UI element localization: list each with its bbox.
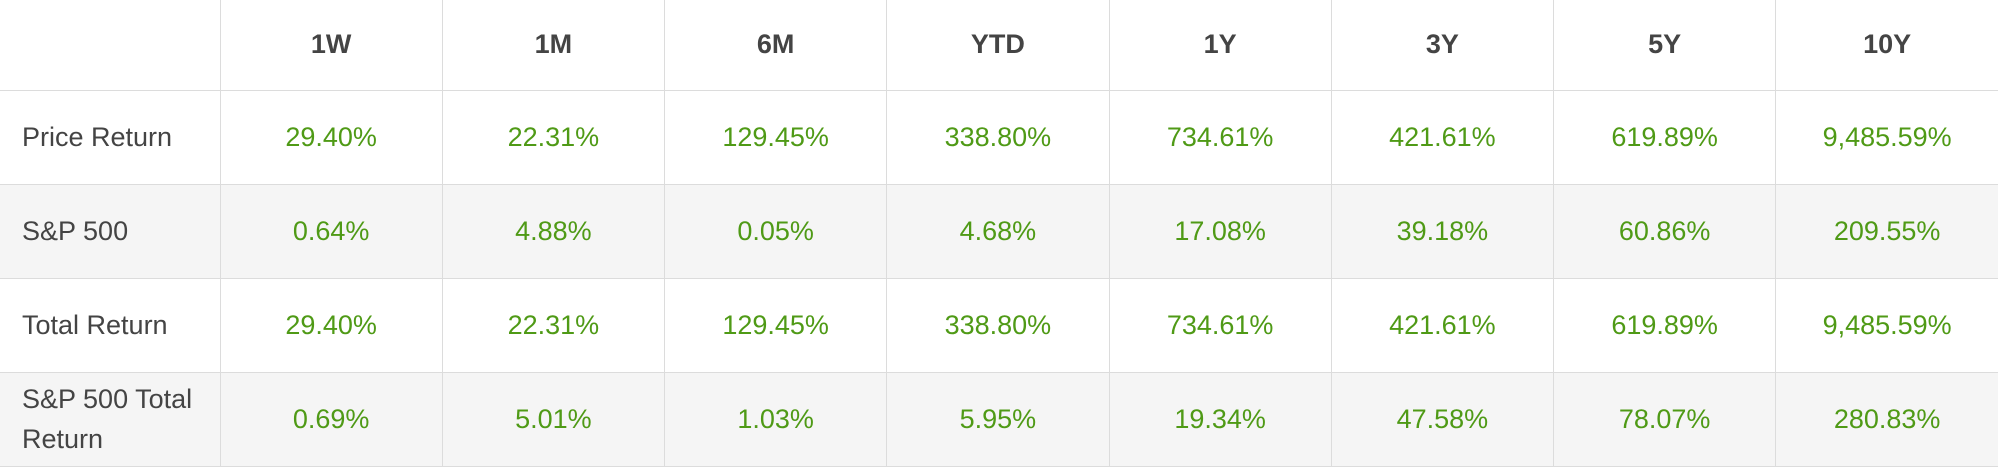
row-label: Total Return: [0, 277, 221, 373]
return-value: 209.55%: [1775, 183, 1998, 279]
return-value: 129.45%: [663, 277, 888, 373]
return-value: 734.61%: [1108, 89, 1332, 185]
return-value: 338.80%: [886, 89, 1110, 185]
return-value: 5.95%: [886, 371, 1110, 467]
return-value: 421.61%: [1330, 277, 1555, 373]
return-value: 17.08%: [1108, 183, 1332, 279]
column-header: 6M: [663, 0, 888, 91]
return-value: 734.61%: [1108, 277, 1332, 373]
column-header: 1Y: [1108, 0, 1332, 91]
return-value: 78.07%: [1552, 371, 1777, 467]
table-row: S&P 500 0.64% 4.88% 0.05% 4.68% 17.08% 39.18% 6…: [0, 183, 1998, 279]
return-value: 280.83%: [1775, 371, 1998, 467]
table-row: Price Return 29.40% 22.31% 129.45% 338.80% 73…: [0, 89, 1998, 185]
corner-cell: [0, 0, 221, 91]
return-value: 0.64%: [219, 183, 443, 279]
return-value: 1.03%: [663, 371, 888, 467]
return-value: 19.34%: [1108, 371, 1332, 467]
return-value: 29.40%: [219, 277, 443, 373]
column-header: 1W: [219, 0, 443, 91]
table-row: Total Return 29.40% 22.31% 129.45% 338.80% 73…: [0, 277, 1998, 373]
header-row: 1W 1M 6M YTD 1Y 3Y 5Y 10Y: [0, 0, 1998, 91]
return-value: 29.40%: [219, 89, 443, 185]
column-header: YTD: [886, 0, 1110, 91]
return-value: 4.88%: [441, 183, 666, 279]
return-value: 9,485.59%: [1775, 89, 1998, 185]
return-value: 421.61%: [1330, 89, 1555, 185]
return-value: 22.31%: [441, 277, 666, 373]
return-value: 47.58%: [1330, 371, 1555, 467]
return-value: 0.69%: [219, 371, 443, 467]
table-row: S&P 500 Total Return 0.69% 5.01% 1.03% 5.95%…: [0, 371, 1998, 467]
column-header: 10Y: [1775, 0, 1998, 91]
row-label: S&P 500 Total Return: [0, 371, 221, 467]
column-header: 1M: [441, 0, 666, 91]
row-label: S&P 500: [0, 183, 221, 279]
return-value: 22.31%: [441, 89, 666, 185]
column-header: 5Y: [1552, 0, 1777, 91]
return-value: 9,485.59%: [1775, 277, 1998, 373]
return-value: 0.05%: [663, 183, 888, 279]
return-value: 4.68%: [886, 183, 1110, 279]
return-value: 39.18%: [1330, 183, 1555, 279]
return-value: 619.89%: [1552, 277, 1777, 373]
row-label: Price Return: [0, 89, 221, 185]
column-header: 3Y: [1330, 0, 1555, 91]
return-value: 60.86%: [1552, 183, 1777, 279]
return-value: 619.89%: [1552, 89, 1777, 185]
table-body: Price Return 29.40% 22.31% 129.45% 338.80% 73…: [0, 89, 1998, 467]
return-value: 129.45%: [663, 89, 888, 185]
return-value: 5.01%: [441, 371, 666, 467]
return-value: 338.80%: [886, 277, 1110, 373]
